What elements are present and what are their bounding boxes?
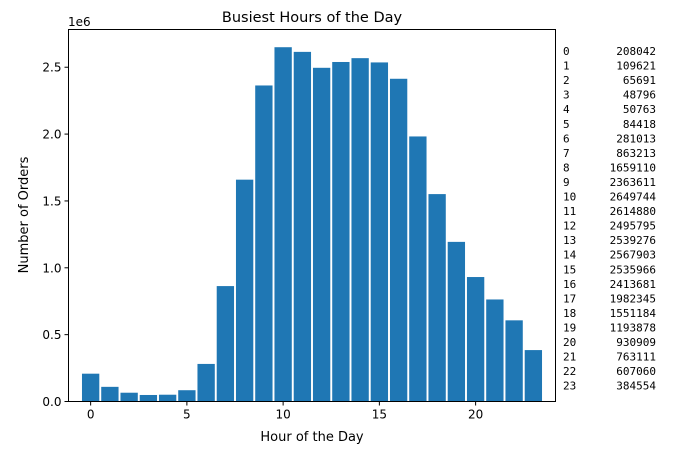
table-row-count: 2535966: [610, 263, 656, 276]
table-row-count: 1659110: [610, 161, 656, 174]
bar: [370, 62, 389, 402]
table-row-hour: 22: [563, 365, 576, 378]
bar: [524, 350, 543, 402]
bar: [178, 390, 196, 402]
table-row-hour: 10: [563, 191, 576, 204]
table-row-hour: 13: [563, 234, 576, 247]
table-row-hour: 4: [563, 103, 570, 116]
bar: [428, 194, 446, 402]
x-axis-label: Hour of the Day: [260, 430, 364, 445]
table-row-count: 50763: [623, 103, 656, 116]
table-row-hour: 15: [563, 263, 576, 276]
bar: [274, 47, 292, 402]
table-row-count: 48796: [623, 89, 656, 102]
y-tick-label: 0.0: [42, 395, 61, 409]
table-row-count: 2495795: [610, 220, 656, 233]
table-row-hour: 23: [563, 380, 576, 393]
table-row-hour: 17: [563, 292, 576, 305]
y-tick-label: 1.5: [42, 194, 61, 208]
table-row-count: 2567903: [610, 249, 656, 262]
x-tick-label: 15: [372, 408, 387, 422]
table-row-hour: 6: [563, 132, 570, 145]
value-table: 0 208042 1 109621 2 65691 3 48796 4 50763 5 84418 6 2…: [563, 45, 656, 393]
bar: [486, 299, 504, 402]
bar: [389, 78, 408, 402]
bars-group: [81, 47, 543, 402]
table-row-count: 65691: [623, 74, 656, 87]
table-row-hour: 21: [563, 351, 576, 364]
bar: [101, 386, 119, 402]
table-row-hour: 19: [563, 321, 576, 334]
bar: [466, 277, 485, 402]
x-tick-label: 20: [468, 408, 483, 422]
table-row-hour: 16: [563, 278, 576, 291]
bar: [505, 320, 523, 402]
bar: [197, 363, 215, 402]
plot-area-frame: [68, 29, 556, 402]
bar: [409, 136, 427, 402]
table-row-count: 2413681: [610, 278, 656, 291]
table-row-count: 763111: [616, 351, 656, 364]
y-axis-offset-label: 1e6: [68, 15, 91, 29]
table-row-count: 384554: [616, 380, 656, 393]
table-row-hour: 7: [563, 147, 570, 160]
table-row-count: 2539276: [610, 234, 656, 247]
bar: [158, 394, 177, 402]
table-row-count: 1551184: [610, 307, 657, 320]
bar: [351, 58, 369, 402]
table-row-hour: 8: [563, 161, 570, 174]
table-row-hour: 1: [563, 60, 570, 73]
bar: [81, 373, 100, 402]
y-axis-label: Number of Orders: [17, 156, 32, 273]
table-row-hour: 5: [563, 118, 570, 131]
bar: [255, 85, 273, 402]
table-row-count: 930909: [616, 336, 656, 349]
table-row-hour: 0: [563, 45, 570, 58]
y-tick-label: 1.0: [42, 261, 61, 275]
x-tick-label: 10: [275, 408, 290, 422]
table-row-count: 863213: [616, 147, 656, 160]
y-axis-ticks: 0.0 0.5 1.0 1.5 2.0 2.5: [42, 61, 69, 409]
table-row-count: 2363611: [610, 176, 656, 189]
table-row-hour: 14: [563, 249, 577, 262]
bar: [235, 179, 254, 402]
table-row-count: 2614880: [610, 205, 656, 218]
bar: [312, 67, 331, 402]
x-axis-ticks: 0 5 10 15 20: [87, 401, 483, 422]
table-row-hour: 3: [563, 89, 570, 102]
table-row-count: 1982345: [610, 292, 656, 305]
table-row-hour: 2: [563, 74, 570, 87]
table-row-hour: 18: [563, 307, 576, 320]
table-row-count: 109621: [616, 60, 656, 73]
chart-title: Busiest Hours of the Day: [222, 10, 403, 26]
bar: [332, 61, 350, 402]
table-row-count: 1193878: [610, 321, 656, 334]
x-tick-label: 5: [183, 408, 191, 422]
table-row-count: 607060: [616, 365, 656, 378]
table-row-hour: 9: [563, 176, 570, 189]
y-tick-label: 2.0: [42, 128, 61, 142]
bar: [216, 286, 235, 402]
bar: [447, 241, 466, 402]
bar: [120, 392, 138, 402]
x-tick-label: 0: [87, 408, 95, 422]
table-row-hour: 11: [563, 205, 576, 218]
table-row-count: 281013: [616, 132, 656, 145]
table-row-count: 208042: [616, 45, 656, 58]
table-row-count: 2649744: [610, 191, 657, 204]
bar: [293, 51, 312, 402]
table-row-count: 84418: [623, 118, 656, 131]
bar: [139, 394, 158, 402]
y-tick-label: 2.5: [42, 61, 61, 75]
table-row-hour: 12: [563, 220, 576, 233]
table-row-hour: 20: [563, 336, 576, 349]
y-tick-label: 0.5: [42, 328, 61, 342]
